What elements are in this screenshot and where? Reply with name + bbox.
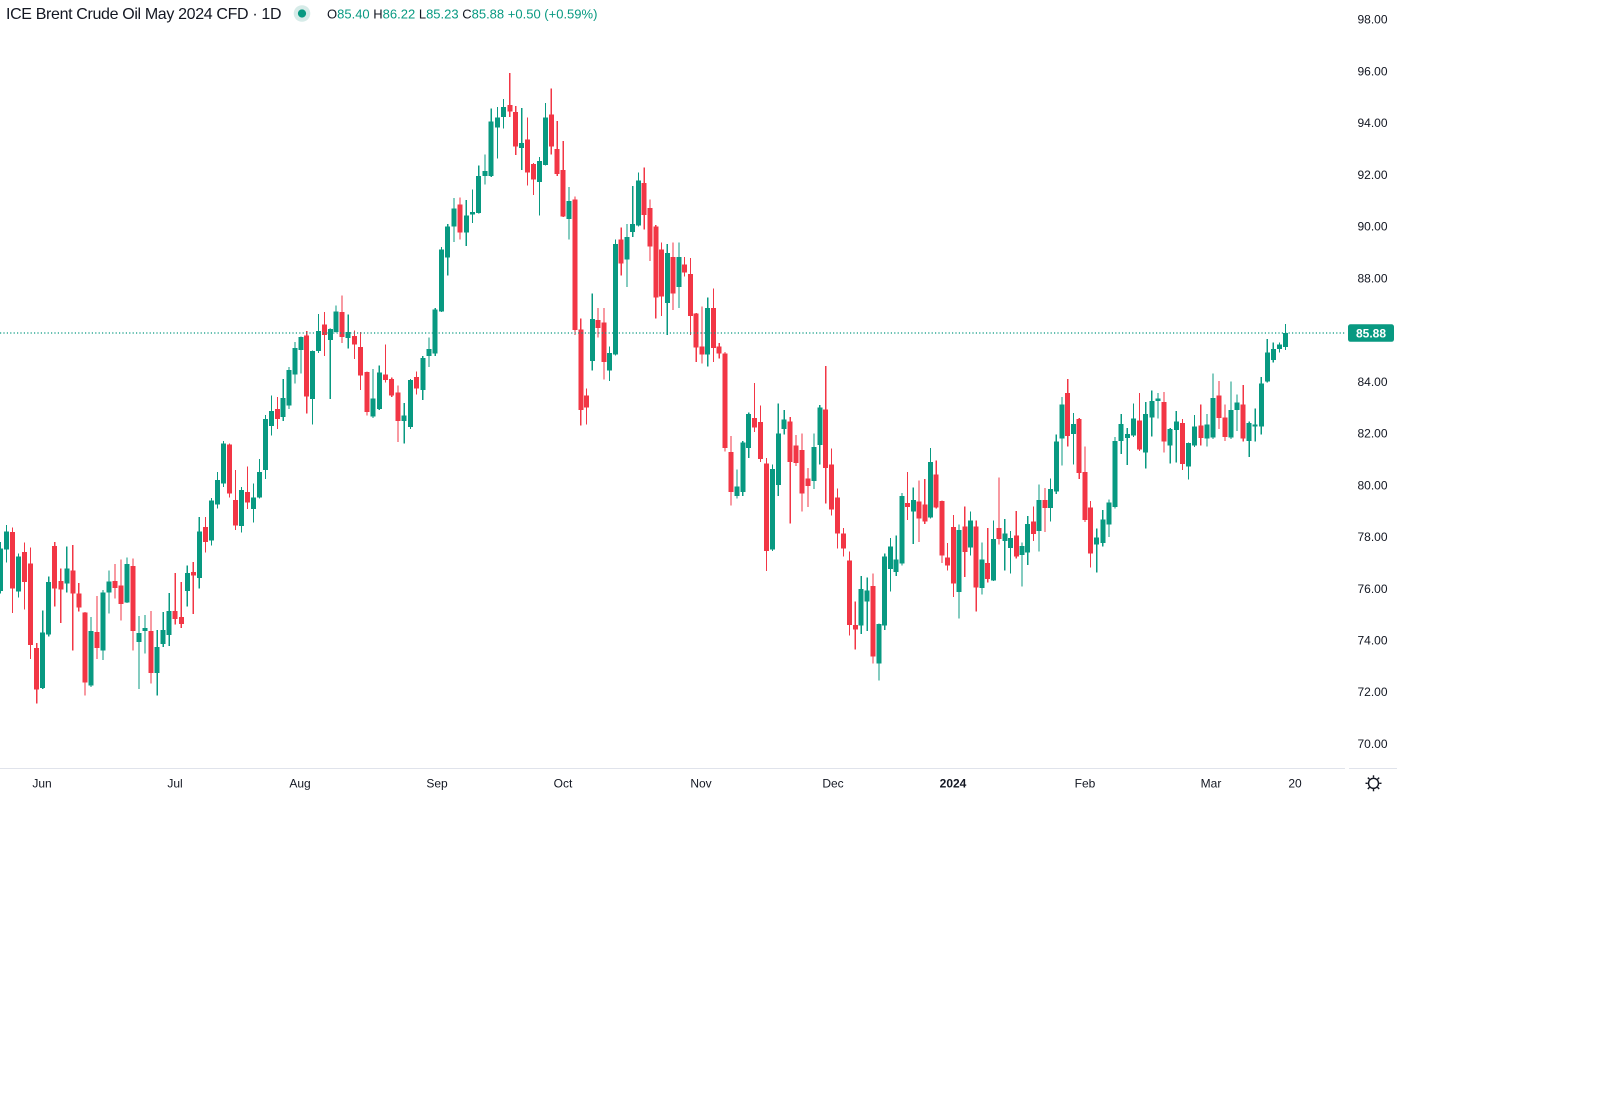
svg-text:94.00: 94.00 [1358, 116, 1388, 130]
svg-text:96.00: 96.00 [1358, 64, 1388, 78]
svg-text:92.00: 92.00 [1358, 168, 1388, 182]
svg-text:90.00: 90.00 [1358, 220, 1388, 234]
svg-text:ICE Brent Crude Oil May 2024 C: ICE Brent Crude Oil May 2024 CFD · 1D [6, 6, 281, 23]
svg-text:98.00: 98.00 [1358, 13, 1388, 27]
svg-text:70.00: 70.00 [1358, 737, 1388, 751]
svg-text:82.00: 82.00 [1358, 427, 1388, 441]
svg-text:Jun: Jun [32, 777, 51, 791]
svg-text:Oct: Oct [554, 777, 573, 791]
svg-text:2024: 2024 [940, 777, 967, 791]
svg-text:Feb: Feb [1075, 777, 1096, 791]
svg-text:20: 20 [1288, 777, 1302, 791]
svg-text:80.00: 80.00 [1358, 478, 1388, 492]
svg-text:Dec: Dec [822, 777, 843, 791]
svg-text:Aug: Aug [289, 777, 310, 791]
svg-text:85.88: 85.88 [1356, 326, 1386, 340]
svg-text:O85.40 H86.22 L85.23 C85.88 +0: O85.40 H86.22 L85.23 C85.88 +0.50 (+0.59… [327, 7, 597, 22]
svg-text:74.00: 74.00 [1358, 634, 1388, 648]
svg-text:Jul: Jul [167, 777, 182, 791]
svg-text:72.00: 72.00 [1358, 685, 1388, 699]
svg-text:84.00: 84.00 [1358, 375, 1388, 389]
svg-text:Mar: Mar [1201, 777, 1222, 791]
svg-text:Nov: Nov [690, 777, 711, 791]
svg-text:76.00: 76.00 [1358, 582, 1388, 596]
svg-text:88.00: 88.00 [1358, 271, 1388, 285]
svg-text:78.00: 78.00 [1358, 530, 1388, 544]
svg-text:Sep: Sep [426, 777, 448, 791]
